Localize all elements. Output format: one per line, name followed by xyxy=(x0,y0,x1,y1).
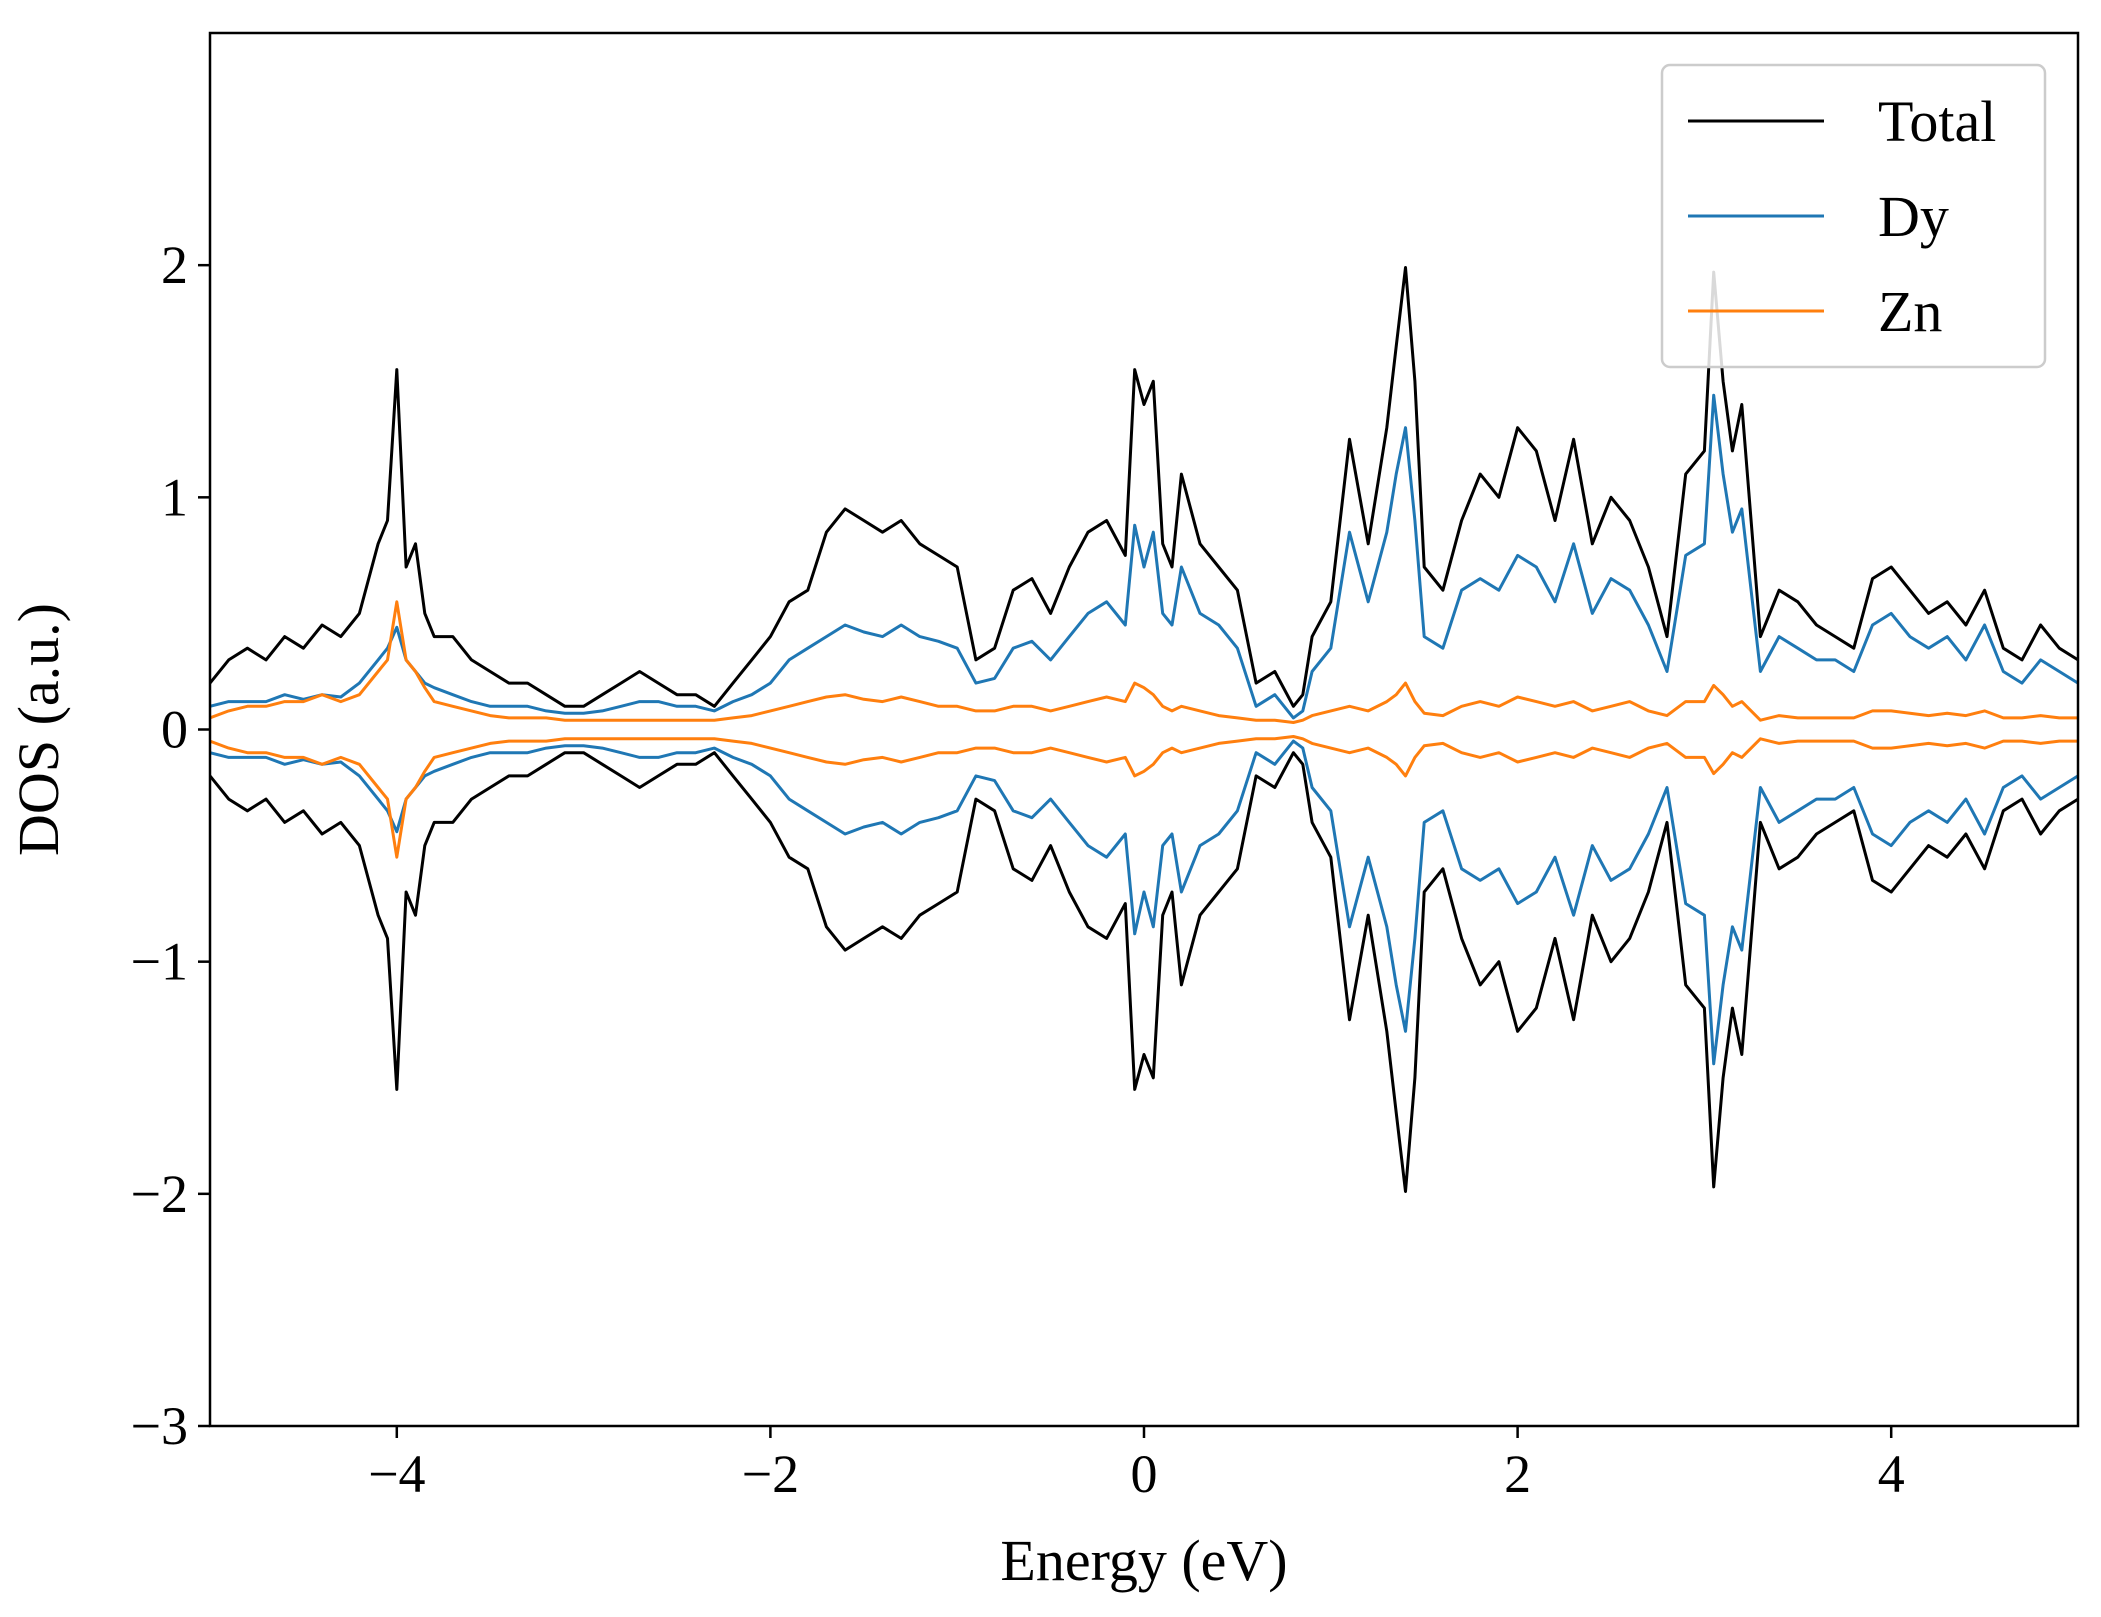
y-tick-label: −2 xyxy=(131,1164,188,1224)
x-tick-label: 0 xyxy=(1131,1444,1158,1504)
series-line-dy-spin-up xyxy=(210,393,2078,720)
legend-label-total: Total xyxy=(1878,89,1996,154)
x-tick-label: −2 xyxy=(742,1444,799,1504)
series-line-dy-spin-down xyxy=(210,739,2078,1066)
x-tick-label: −4 xyxy=(368,1444,425,1504)
y-tick-label: −3 xyxy=(131,1396,188,1456)
x-tick-label: 2 xyxy=(1504,1444,1531,1504)
y-tick-label: −1 xyxy=(131,932,188,992)
y-axis-ticks: −3 −2 −1 0 1 2 xyxy=(131,235,210,1456)
x-axis-title: Energy (eV) xyxy=(1000,1528,1287,1593)
series-line-total-spin-up xyxy=(210,266,2078,708)
x-axis-ticks: −4 −2 0 2 4 xyxy=(368,1426,1905,1504)
plot-lines xyxy=(210,266,2078,1193)
series-line-total-spin-down xyxy=(210,751,2078,1193)
legend-box xyxy=(1660,63,2047,369)
series-line-zn-spin-down xyxy=(210,735,2078,859)
x-tick-label: 4 xyxy=(1878,1444,1905,1504)
series-line-zn-spin-up xyxy=(210,600,2078,724)
legend: Total Dy Zn xyxy=(1660,63,2047,369)
y-axis-title: DOS (a.u.) xyxy=(6,603,71,856)
legend-label-dy: Dy xyxy=(1878,184,1949,249)
y-tick-label: 1 xyxy=(161,467,188,527)
y-tick-label: 2 xyxy=(161,235,188,295)
y-tick-label: 0 xyxy=(161,700,188,760)
legend-label-zn: Zn xyxy=(1878,279,1942,344)
